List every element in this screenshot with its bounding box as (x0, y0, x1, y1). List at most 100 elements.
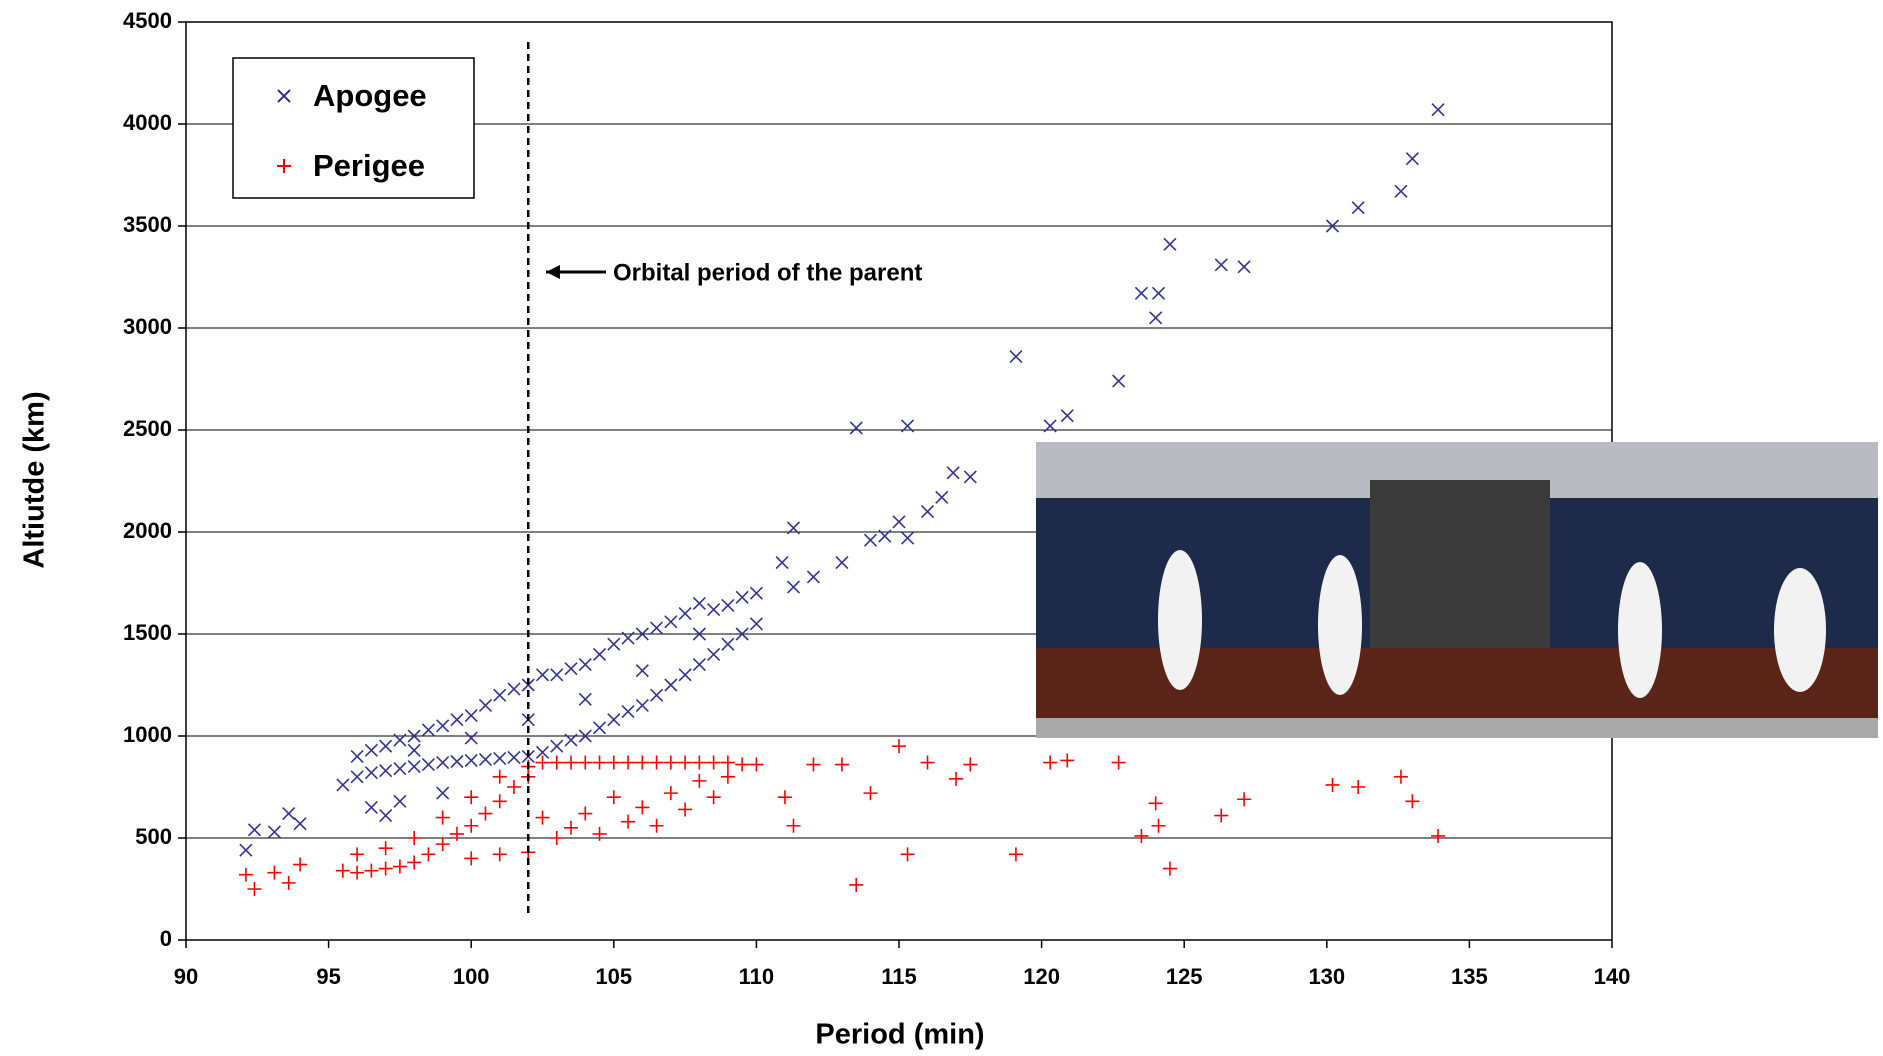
point (1148, 796, 1163, 811)
point (364, 743, 378, 757)
point (492, 794, 507, 809)
point (720, 755, 735, 770)
legend-marker (277, 159, 291, 173)
point (247, 882, 262, 896)
point (578, 692, 592, 706)
y-tick-label: 2000 (123, 518, 172, 543)
point (293, 817, 307, 831)
arrow-head (546, 265, 560, 279)
point (293, 857, 308, 872)
point (1405, 794, 1420, 809)
point (663, 786, 678, 801)
point (364, 800, 378, 814)
grid (178, 21, 1613, 948)
annotation: Orbital period of the parent (613, 259, 922, 286)
y-tick-label: 0 (160, 926, 172, 951)
y-tick-label: 2500 (123, 416, 172, 441)
point (1351, 201, 1365, 215)
point (592, 721, 607, 735)
point (720, 769, 735, 784)
point (1162, 861, 1177, 876)
point (621, 704, 635, 719)
x-tick-label: 105 (595, 964, 632, 989)
y-tick-label: 1000 (123, 722, 172, 747)
point (592, 647, 607, 661)
point (506, 780, 521, 794)
point (963, 470, 977, 484)
point (663, 755, 678, 770)
point (1351, 780, 1366, 794)
x-tick-label: 140 (1594, 964, 1631, 989)
point (707, 602, 721, 617)
point (806, 570, 821, 584)
point (649, 818, 664, 833)
point (1237, 260, 1251, 274)
point (493, 688, 507, 702)
point (963, 757, 978, 772)
point (786, 818, 801, 833)
point (450, 713, 464, 727)
point (350, 847, 365, 862)
point (1043, 755, 1058, 770)
point (549, 755, 564, 770)
point (1431, 828, 1446, 843)
point (578, 806, 593, 821)
point (507, 682, 521, 696)
point (606, 790, 621, 805)
point (464, 709, 478, 723)
point (1431, 103, 1445, 117)
point (550, 739, 564, 753)
point (435, 837, 450, 852)
point (493, 751, 507, 766)
point (1060, 409, 1074, 423)
point (535, 745, 550, 759)
y-tick-label: 500 (135, 824, 172, 849)
point (421, 723, 435, 737)
point (835, 556, 849, 570)
point (678, 668, 692, 682)
point (1325, 777, 1340, 792)
point (775, 556, 789, 570)
point (621, 631, 635, 645)
point (1214, 808, 1229, 823)
point (678, 607, 692, 621)
point (592, 826, 607, 841)
point (706, 790, 721, 805)
point (878, 529, 892, 543)
x-tick-label: 90 (174, 964, 198, 989)
point (721, 637, 735, 651)
point (900, 847, 915, 862)
point (1237, 792, 1252, 807)
point (900, 531, 915, 545)
point (379, 739, 393, 753)
x-tick-label: 130 (1308, 964, 1345, 989)
point (935, 490, 949, 504)
point (749, 586, 763, 600)
point (478, 698, 493, 712)
point (267, 825, 281, 839)
point (1111, 755, 1126, 770)
point (238, 867, 253, 882)
point (535, 810, 550, 825)
point (436, 786, 450, 800)
point (578, 755, 593, 770)
point (650, 688, 664, 702)
point (664, 615, 678, 629)
point (635, 664, 649, 678)
point (692, 627, 706, 641)
point (920, 755, 935, 770)
point (436, 719, 450, 733)
x-tick-label: 120 (1023, 964, 1060, 989)
point (350, 770, 364, 784)
point (464, 731, 478, 745)
point (786, 580, 801, 594)
point (421, 847, 436, 862)
point (692, 596, 706, 610)
point (464, 818, 479, 833)
point (378, 841, 393, 856)
point (393, 733, 407, 747)
point (721, 598, 735, 613)
point (635, 627, 649, 641)
point (435, 810, 450, 825)
